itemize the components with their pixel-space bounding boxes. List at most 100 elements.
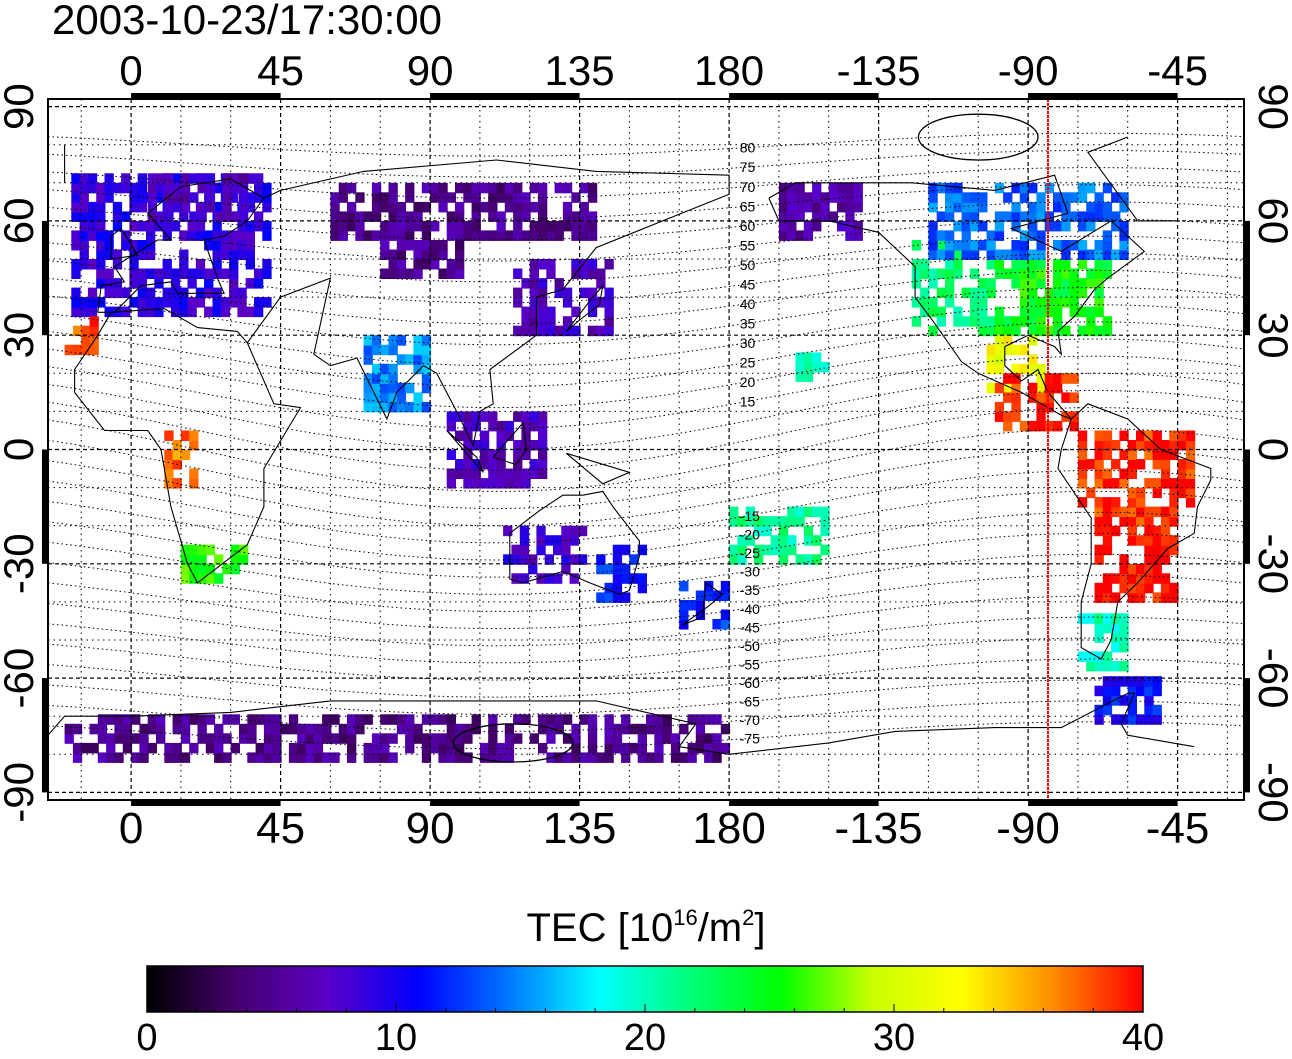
tec-cell (371, 230, 382, 241)
lat-tick-label-right: 60 (1250, 198, 1292, 245)
tec-cell (587, 220, 598, 232)
tec-cell (629, 742, 639, 754)
tec-cell (371, 401, 382, 413)
tec-cell (1111, 676, 1121, 687)
tec-cell (1160, 535, 1171, 546)
tec-cell (104, 249, 114, 260)
tec-cell (1185, 468, 1196, 479)
tec-cell (1136, 685, 1146, 697)
tec-cell (1011, 373, 1021, 384)
tec-cell (172, 182, 182, 194)
tec-cell (729, 554, 739, 565)
tec-cell (1053, 373, 1063, 384)
tec-cell (587, 297, 598, 308)
tec-cell (347, 733, 357, 744)
lat-tick-label-right: -90 (1250, 762, 1292, 823)
tec-cell (179, 297, 189, 308)
tec-cell (313, 723, 324, 735)
tec-cell (455, 742, 465, 754)
tec-cell (405, 220, 415, 232)
tec-cell (920, 268, 930, 279)
tec-cell (245, 259, 255, 270)
tec-cell (795, 516, 805, 527)
tec-cell (521, 430, 531, 441)
tec-cell (612, 723, 623, 735)
tec-cell (994, 316, 1005, 327)
tec-cell (994, 182, 1005, 194)
tec-region-patagonia (1077, 613, 1129, 672)
tec-cell (455, 201, 465, 213)
tec-cell (205, 182, 216, 194)
tec-cell (1036, 297, 1046, 308)
tec-cell (488, 201, 498, 213)
tec-cell (1102, 182, 1113, 194)
tec-cell (488, 211, 498, 222)
tec-cell (571, 733, 581, 744)
tec-cell (1102, 592, 1113, 603)
tec-cell (1160, 459, 1171, 470)
tec-cell (413, 201, 423, 213)
tec-cell (405, 733, 415, 744)
tec-region-south-america-south (1094, 525, 1179, 603)
tec-cell (1036, 211, 1046, 222)
coastline-9 (110, 227, 139, 260)
tec-cell (720, 619, 731, 630)
tec-cell (139, 733, 149, 744)
tec-cell (129, 297, 139, 308)
tec-cell (845, 230, 855, 241)
mag-contour (48, 427, 1244, 510)
tec-cell (712, 590, 722, 601)
tec-cell (1061, 392, 1071, 403)
lon-tick-label-bottom: 0 (119, 804, 143, 853)
tec-cell (969, 306, 980, 318)
tec-cell (579, 714, 589, 725)
tec-cell (1185, 478, 1196, 489)
tec-cell (704, 733, 714, 744)
tec-cell (587, 306, 598, 318)
tec-cell (529, 440, 539, 451)
tec-region-south-america-north (1077, 430, 1196, 527)
tec-cell (430, 220, 440, 232)
tec-cell (1102, 544, 1113, 556)
tec-cell (604, 733, 614, 744)
tec-cell (122, 714, 133, 725)
tec-cell (438, 249, 448, 260)
tec-cell (1169, 506, 1179, 518)
tec-cell (413, 220, 423, 232)
tec-cell (96, 211, 106, 222)
tec-cell (1152, 430, 1162, 441)
tec-cell (229, 240, 239, 251)
tec-cell (695, 742, 706, 754)
tec-cell (546, 733, 556, 744)
tec-cell (1136, 582, 1146, 594)
tec-cell (104, 268, 114, 279)
tec-cell (205, 173, 216, 184)
tec-cell (355, 723, 365, 735)
tec-cell (1152, 525, 1162, 537)
tec-cell (180, 554, 191, 565)
tec-cell (853, 192, 863, 203)
tec-cell (1102, 449, 1113, 460)
lon-tick-label-top: -45 (1147, 47, 1208, 94)
tec-cell (129, 268, 139, 279)
tec-cell (538, 220, 548, 232)
tec-cell (1077, 449, 1088, 460)
tec-cell (262, 182, 272, 194)
tec-cell (504, 192, 515, 203)
tec-cell (71, 230, 81, 241)
tec-cell (405, 182, 415, 194)
mag-contour (48, 321, 1244, 388)
tec-cell (1094, 497, 1104, 508)
tec-cell (704, 742, 714, 754)
tec-cell (189, 554, 199, 565)
tec-cell (1169, 478, 1179, 489)
tec-cell (1160, 478, 1171, 489)
tec-cell (554, 230, 564, 241)
tec-cell (380, 240, 390, 251)
tec-cell (388, 201, 398, 213)
tec-cell (596, 752, 606, 763)
tec-cell (164, 468, 174, 479)
tec-cell (646, 752, 656, 763)
tec-cell (812, 361, 822, 373)
tec-cell (413, 249, 423, 260)
